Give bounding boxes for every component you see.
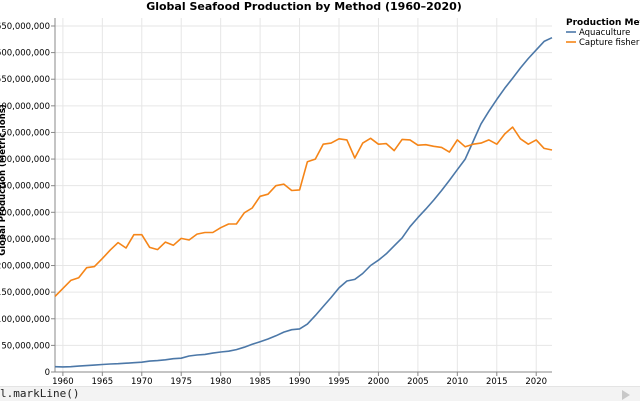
y-axis: 0 50,000,000 100,000,000 150,000,000 200,000… (0, 18, 56, 378)
x-tick-label: 1965 (92, 377, 114, 386)
y-tick-label: 400,000,000 (0, 155, 50, 165)
y-tick-label: 0 (45, 368, 50, 378)
series-line-capture-fisher (54, 126, 553, 297)
legend-label-aquaculture: Aquaculture (579, 28, 630, 38)
x-tick-label: 2005 (407, 377, 429, 386)
run-triangle-icon[interactable] (622, 390, 630, 400)
x-tick-label: 1975 (170, 377, 192, 386)
y-tick-label: 300,000,000 (0, 208, 50, 218)
y-tick-label: 500,000,000 (0, 102, 50, 112)
x-tick-label: 2020 (525, 377, 547, 386)
y-tick-label: 650,000,000 (0, 22, 50, 32)
y-tick-label: 200,000,000 (0, 262, 50, 272)
legend-label-capture-fisher: Capture fisher (579, 38, 640, 48)
y-tick-label: 100,000,000 (0, 315, 50, 325)
x-tick-label: 1980 (210, 377, 232, 386)
legend-title: Production Met (566, 18, 640, 28)
y-tick-label: 150,000,000 (0, 288, 50, 298)
y-tick-label: 450,000,000 (0, 128, 50, 138)
y-tick-label: 250,000,000 (0, 235, 50, 245)
chart-title: Global Seafood Production by Method (196… (146, 0, 462, 13)
code-text: l.markLine() (0, 387, 80, 400)
x-tick-label: 1960 (52, 377, 74, 386)
x-tick-label: 2000 (368, 377, 390, 386)
x-tick-label: 1995 (328, 377, 350, 386)
y-axis-label: Global Production (Metric Tons) (0, 104, 8, 256)
series-lines (54, 36, 553, 368)
y-tick-label: 550,000,000 (0, 75, 50, 85)
y-tick-label: 50,000,000 (1, 341, 50, 351)
seafood-production-chart: Global Seafood Production by Method (196… (0, 0, 640, 386)
x-tick-label: 2010 (447, 377, 469, 386)
y-tick-label: 350,000,000 (0, 182, 50, 192)
x-tick-label: 2015 (486, 377, 508, 386)
grid (55, 18, 552, 373)
x-axis: 1960 1965 1970 1975 1980 1985 1990 1995 2000 2005… (52, 371, 552, 386)
code-strip: l.markLine() (0, 386, 640, 401)
x-tick-label: 1990 (289, 377, 311, 386)
series-line-aquaculture (54, 36, 553, 368)
x-tick-label: 1985 (249, 377, 271, 386)
y-tick-label: 600,000,000 (0, 49, 50, 59)
x-tick-label: 1970 (131, 377, 153, 386)
